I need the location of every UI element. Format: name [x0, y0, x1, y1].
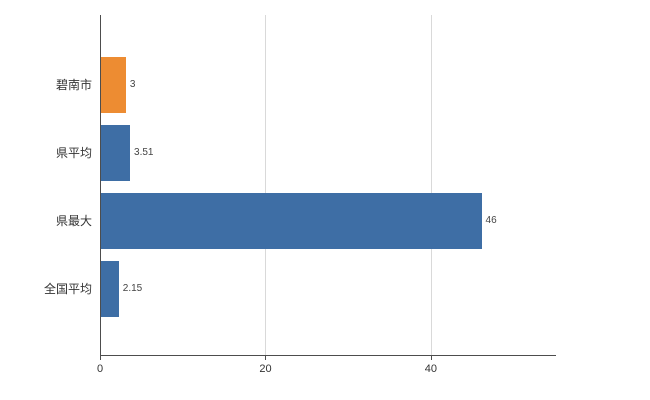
bar-value-label: 46: [485, 215, 497, 226]
plot-area: 0 20 40 3 3.51 46 2.15: [97, 15, 556, 375]
bar: [101, 57, 126, 113]
bar-value-label: 2.15: [122, 283, 143, 294]
bar: [101, 125, 131, 181]
bar-value-label: 3: [129, 79, 136, 90]
bar: [101, 193, 482, 249]
x-tick-mark: [265, 356, 267, 360]
x-tick-label: 40: [424, 363, 438, 375]
bar-value-label: 3.51: [134, 147, 154, 158]
gridline: [430, 15, 432, 355]
x-tick-mark: [100, 356, 101, 360]
category-label: 県平均: [55, 146, 92, 160]
gridline: [265, 15, 267, 355]
category-label: 全国平均: [43, 282, 92, 296]
bar: [101, 261, 119, 317]
x-axis-line: [100, 355, 556, 356]
x-tick-label: 20: [259, 363, 272, 375]
category-label: 県最大: [55, 214, 92, 228]
x-tick-label: 0: [96, 363, 104, 375]
x-tick-mark: [430, 356, 432, 360]
category-label: 碧南市: [55, 78, 92, 92]
y-axis-line: [100, 15, 101, 355]
